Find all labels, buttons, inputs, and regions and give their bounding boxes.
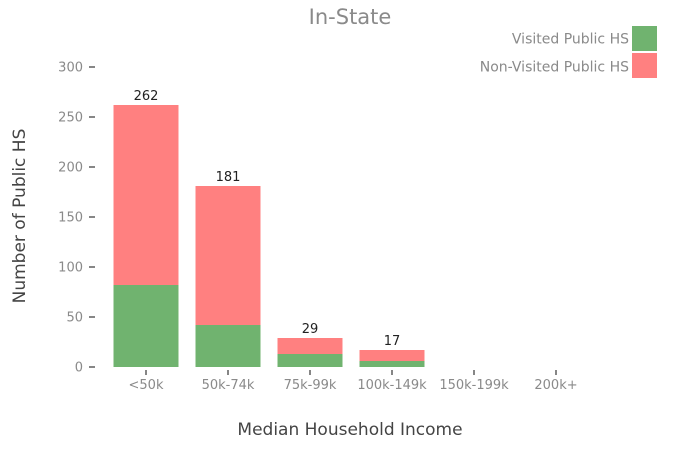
- y-tick-label: 150: [58, 211, 83, 226]
- legend-item-non-visited[interactable]: Non-Visited Public HS: [480, 53, 657, 78]
- bar-segment-visited: [359, 361, 425, 367]
- bar-segment-visited: [277, 354, 343, 367]
- x-tick-label: 50k-74k: [202, 378, 255, 393]
- x-tick-label: <50k: [129, 378, 164, 393]
- legend-swatch-non-visited: [632, 53, 657, 78]
- y-axis: 0 50 100 150 200 250 300: [58, 61, 95, 376]
- x-tick-label: 100k-149k: [357, 378, 427, 393]
- y-tick-label: 250: [58, 111, 83, 126]
- x-tick-label: 200k+: [534, 378, 577, 393]
- bar-total-label: 262: [134, 89, 159, 104]
- bar-segment-visited: [113, 285, 179, 367]
- x-tick-label: 150k-199k: [439, 378, 509, 393]
- y-tick-label: 300: [58, 61, 83, 76]
- legend-item-visited[interactable]: Visited Public HS: [512, 26, 657, 51]
- legend-label-non-visited: Non-Visited Public HS: [480, 60, 629, 76]
- legend-swatch-visited: [632, 26, 657, 51]
- bar-total-label: 29: [302, 322, 319, 337]
- legend: Visited Public HS Non-Visited Public HS: [480, 26, 657, 78]
- bar-segment-non-visited: [195, 186, 261, 325]
- bar-total-label: 181: [216, 170, 241, 185]
- y-tick-label: 100: [58, 261, 83, 276]
- bar-total-label: 17: [384, 334, 401, 349]
- bar-segment-non-visited: [359, 350, 425, 361]
- bar-segment-non-visited: [113, 105, 179, 285]
- chart-title: In-State: [309, 5, 392, 29]
- x-axis: <50k 50k-74k 75k-99k 100k-149k 150k-199k 200k…: [129, 370, 578, 393]
- bar-segment-non-visited: [277, 338, 343, 354]
- y-tick-label: 0: [75, 361, 83, 376]
- x-tick-label: 75k-99k: [284, 378, 337, 393]
- y-tick-label: 50: [66, 311, 83, 326]
- bar-segment-visited: [195, 325, 261, 367]
- bars: 262 181 29 17: [113, 89, 425, 367]
- y-axis-title: Number of Public HS: [10, 129, 30, 304]
- legend-label-visited: Visited Public HS: [512, 32, 629, 48]
- y-tick-label: 200: [58, 161, 83, 176]
- x-axis-title: Median Household Income: [237, 420, 462, 440]
